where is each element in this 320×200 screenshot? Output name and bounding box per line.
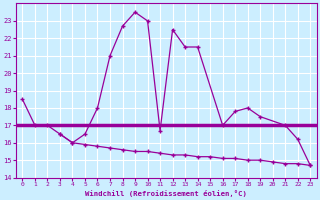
X-axis label: Windchill (Refroidissement éolien,°C): Windchill (Refroidissement éolien,°C) [85, 190, 247, 197]
